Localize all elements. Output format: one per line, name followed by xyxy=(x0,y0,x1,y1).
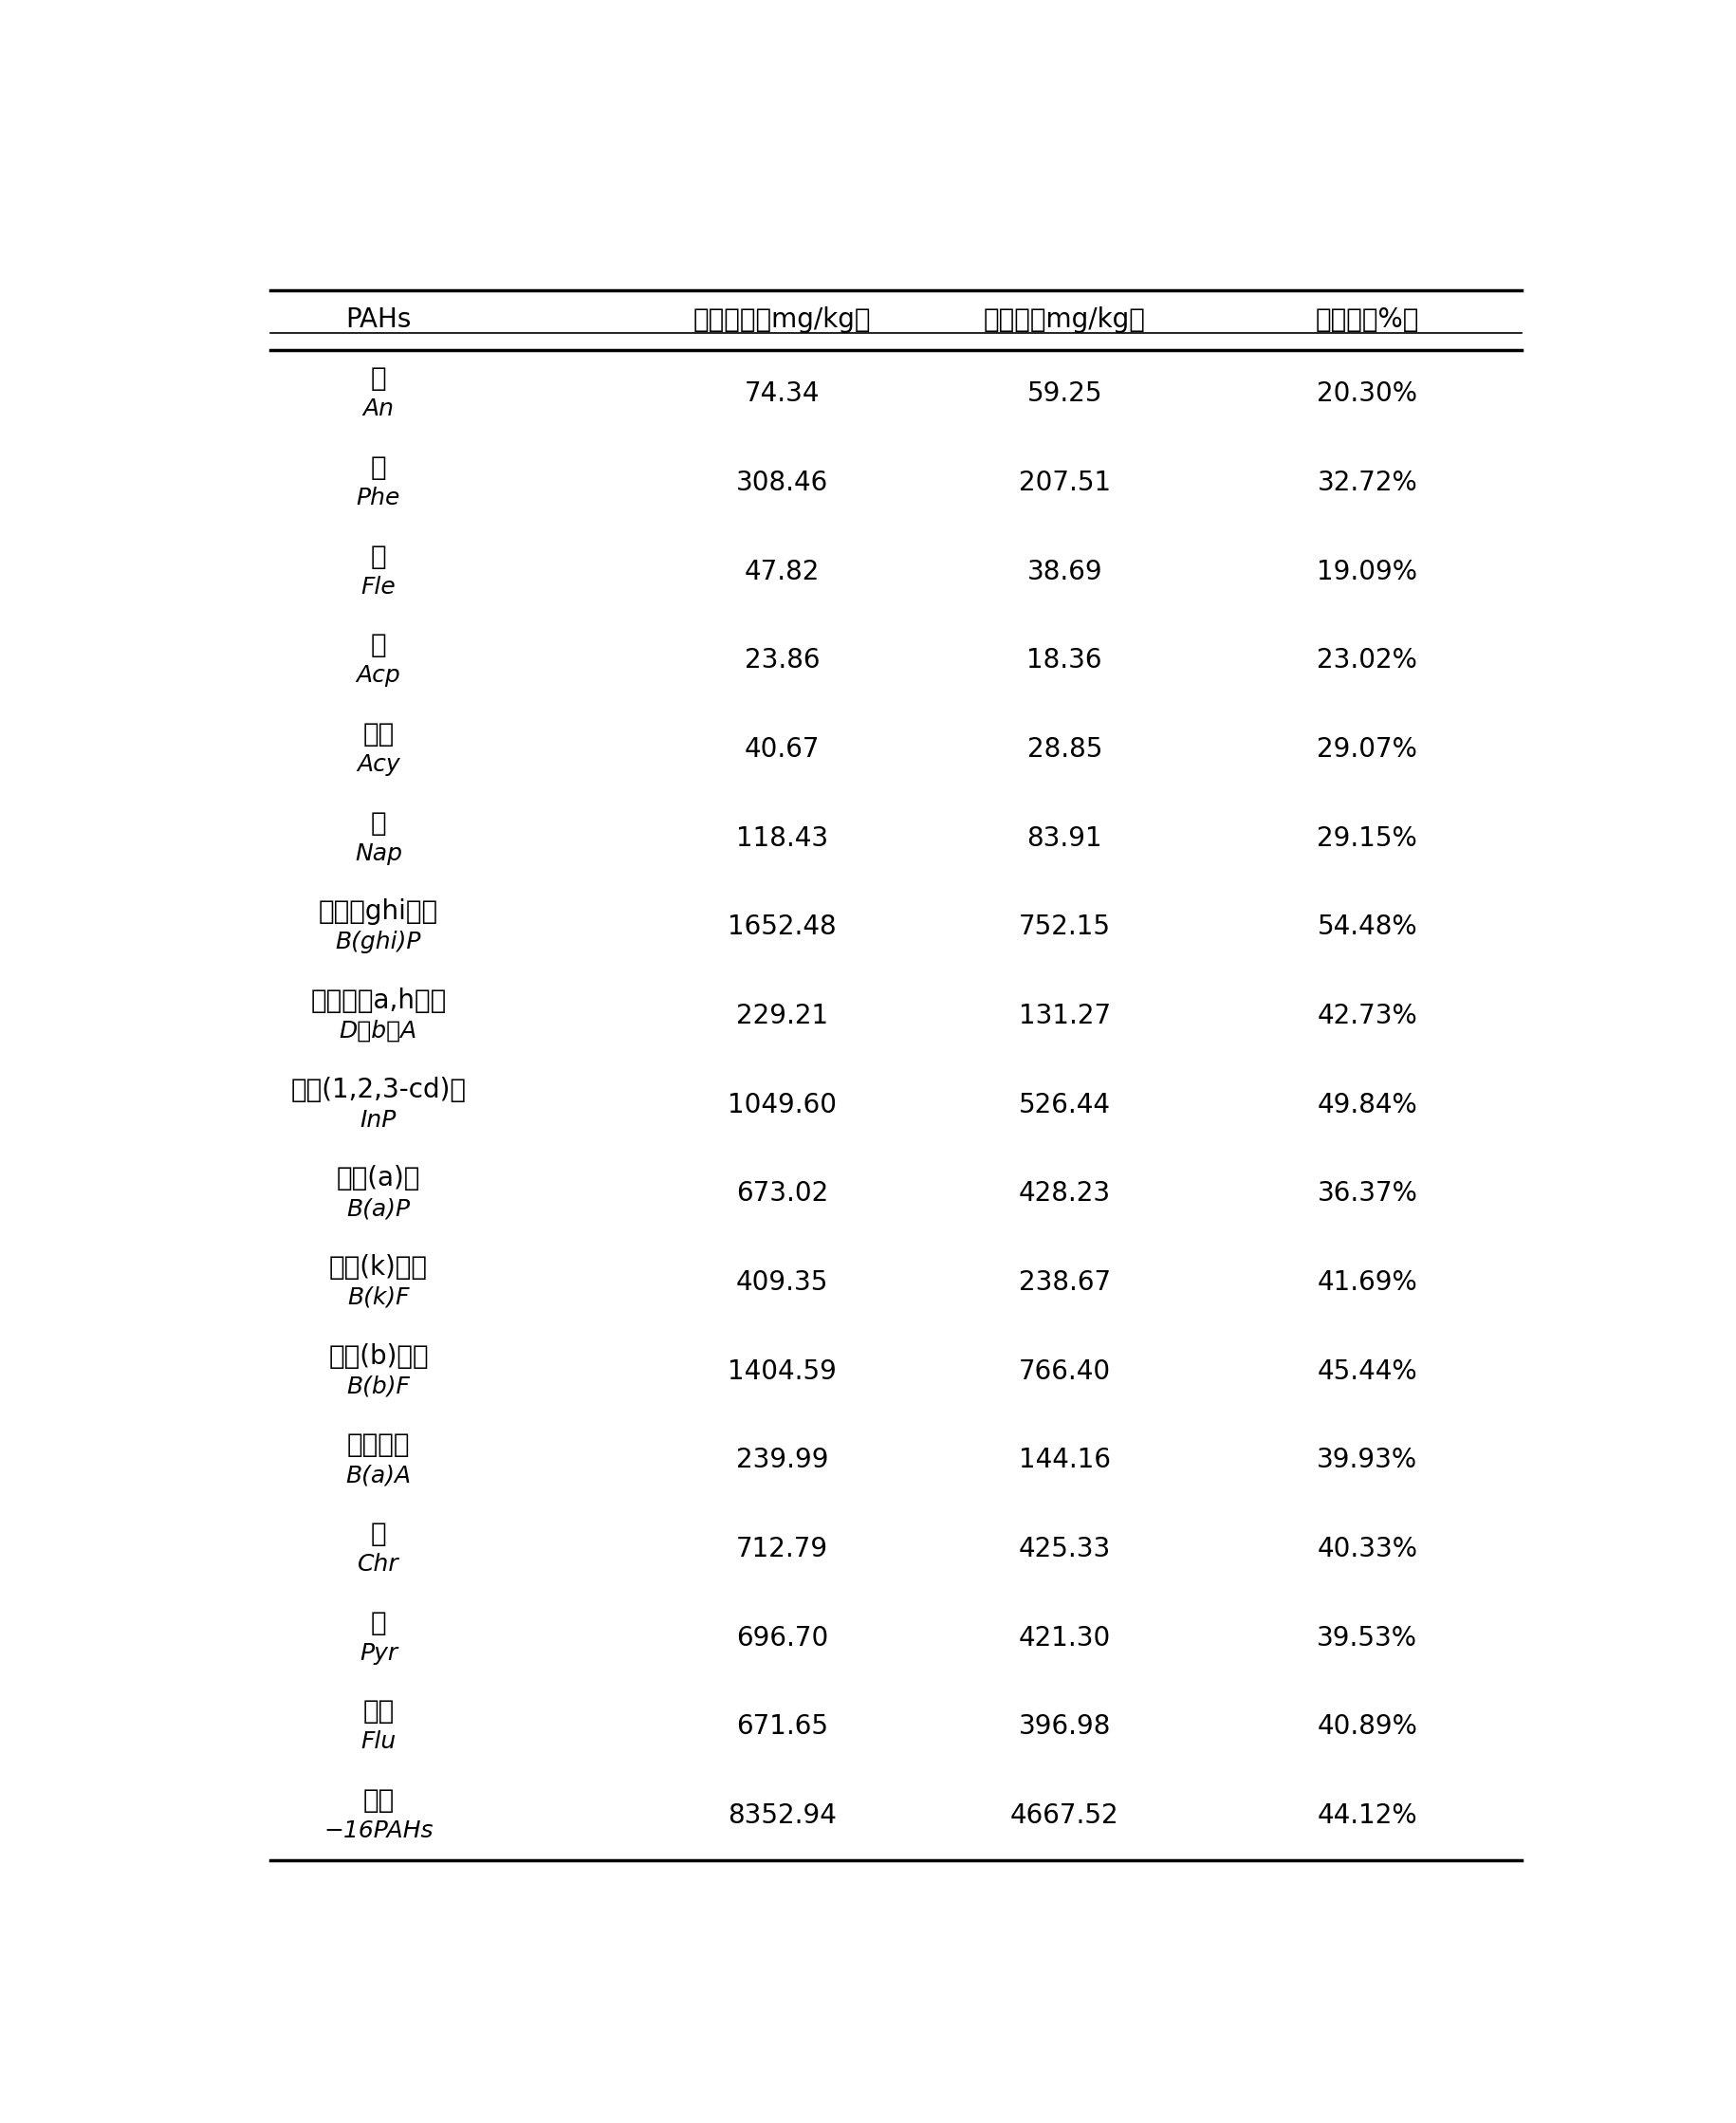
Text: 49.84%: 49.84% xyxy=(1318,1091,1418,1119)
Text: 83.91: 83.91 xyxy=(1026,826,1102,851)
Text: 终含量（mg/kg）: 终含量（mg/kg） xyxy=(984,308,1146,333)
Text: B(a)A: B(a)A xyxy=(345,1465,411,1486)
Text: 42.73%: 42.73% xyxy=(1318,1002,1418,1030)
Text: 20.30%: 20.30% xyxy=(1318,380,1418,408)
Text: 苯并药葛: 苯并药葛 xyxy=(347,1431,410,1459)
Text: 118.43: 118.43 xyxy=(736,826,828,851)
Text: 74.34: 74.34 xyxy=(745,380,819,408)
Text: 421.30: 421.30 xyxy=(1019,1624,1111,1652)
Text: 40.89%: 40.89% xyxy=(1318,1713,1418,1741)
Text: 47.82: 47.82 xyxy=(745,558,819,586)
Text: 39.53%: 39.53% xyxy=(1318,1624,1418,1652)
Text: 44.12%: 44.12% xyxy=(1318,1802,1417,1828)
Text: B(ghi)P: B(ghi)P xyxy=(335,930,422,953)
Text: 23.86: 23.86 xyxy=(745,648,819,673)
Text: 229.21: 229.21 xyxy=(736,1002,828,1030)
Text: 8352.94: 8352.94 xyxy=(727,1802,837,1828)
Text: Flu: Flu xyxy=(361,1730,396,1754)
Text: 673.02: 673.02 xyxy=(736,1180,828,1208)
Text: 41.69%: 41.69% xyxy=(1318,1270,1418,1295)
Text: 芸烯: 芸烯 xyxy=(363,722,394,747)
Text: 4667.52: 4667.52 xyxy=(1010,1802,1120,1828)
Text: Chr: Chr xyxy=(358,1552,399,1575)
Text: 59.25: 59.25 xyxy=(1028,380,1102,408)
Text: 初始含量（mg/kg）: 初始含量（mg/kg） xyxy=(693,308,871,333)
Text: 425.33: 425.33 xyxy=(1019,1535,1111,1563)
Text: 苯并（ghi）莘: 苯并（ghi）莘 xyxy=(319,898,437,926)
Text: 菲: 菲 xyxy=(370,454,387,482)
Text: 19.09%: 19.09% xyxy=(1318,558,1418,586)
Text: 药葛: 药葛 xyxy=(363,1698,394,1726)
Text: −16PAHs: −16PAHs xyxy=(323,1819,434,1843)
Text: 39.93%: 39.93% xyxy=(1318,1448,1418,1473)
Text: 38.69: 38.69 xyxy=(1026,558,1102,586)
Text: An: An xyxy=(363,397,394,420)
Text: 29.07%: 29.07% xyxy=(1318,737,1418,762)
Text: 36.37%: 36.37% xyxy=(1318,1180,1418,1208)
Text: 苯并(b)药葛: 苯并(b)药葛 xyxy=(328,1344,429,1369)
Text: 696.70: 696.70 xyxy=(736,1624,828,1652)
Text: B(k)F: B(k)F xyxy=(347,1287,410,1310)
Text: 396.98: 396.98 xyxy=(1019,1713,1111,1741)
Text: 苯并(k)药葛: 苯并(k)药葛 xyxy=(330,1255,427,1280)
Text: 23.02%: 23.02% xyxy=(1318,648,1418,673)
Text: 28.85: 28.85 xyxy=(1028,737,1102,762)
Text: 526.44: 526.44 xyxy=(1019,1091,1111,1119)
Text: 712.79: 712.79 xyxy=(736,1535,828,1563)
Text: 1049.60: 1049.60 xyxy=(727,1091,837,1119)
Text: 1652.48: 1652.48 xyxy=(727,913,837,940)
Text: 207.51: 207.51 xyxy=(1019,469,1111,497)
Text: 45.44%: 45.44% xyxy=(1318,1359,1417,1384)
Text: 32.72%: 32.72% xyxy=(1318,469,1418,497)
Text: 屈: 屈 xyxy=(370,1520,387,1548)
Text: 239.99: 239.99 xyxy=(736,1448,828,1473)
Text: 671.65: 671.65 xyxy=(736,1713,828,1741)
Text: 766.40: 766.40 xyxy=(1019,1359,1111,1384)
Text: 舊并(1,2,3-cd)莘: 舊并(1,2,3-cd)莘 xyxy=(290,1076,467,1104)
Text: 144.16: 144.16 xyxy=(1019,1448,1111,1473)
Text: 葛: 葛 xyxy=(370,365,387,393)
Text: PAHs: PAHs xyxy=(345,308,411,333)
Text: 131.27: 131.27 xyxy=(1019,1002,1111,1030)
Text: B(b)F: B(b)F xyxy=(347,1376,410,1397)
Text: 752.15: 752.15 xyxy=(1019,913,1111,940)
Text: 54.48%: 54.48% xyxy=(1318,913,1417,940)
Text: Fle: Fle xyxy=(361,575,396,599)
Text: 40.33%: 40.33% xyxy=(1318,1535,1418,1563)
Text: 18.36: 18.36 xyxy=(1028,648,1102,673)
Text: 1404.59: 1404.59 xyxy=(727,1359,837,1384)
Text: B(a)P: B(a)P xyxy=(347,1197,410,1221)
Text: 29.15%: 29.15% xyxy=(1318,826,1418,851)
Text: Pyr: Pyr xyxy=(359,1641,398,1664)
Text: 238.67: 238.67 xyxy=(1019,1270,1111,1295)
Text: D（b）A: D（b）A xyxy=(340,1019,417,1042)
Text: Nap: Nap xyxy=(354,843,403,864)
Text: 莘: 莘 xyxy=(370,543,387,569)
Text: Acy: Acy xyxy=(358,754,399,775)
Text: Phe: Phe xyxy=(356,486,401,510)
Text: 萄: 萄 xyxy=(370,809,387,836)
Text: 总量: 总量 xyxy=(363,1788,394,1813)
Text: 去除率（%）: 去除率（%） xyxy=(1316,308,1420,333)
Text: 芸: 芸 xyxy=(370,1609,387,1637)
Text: 芸: 芸 xyxy=(370,633,387,658)
Text: 409.35: 409.35 xyxy=(736,1270,828,1295)
Text: 苯并(a)莘: 苯并(a)莘 xyxy=(337,1166,420,1191)
Text: Acp: Acp xyxy=(356,664,401,688)
Text: InP: InP xyxy=(361,1108,396,1132)
Text: 428.23: 428.23 xyxy=(1019,1180,1111,1208)
Text: 二苯并（a,h）葛: 二苯并（a,h）葛 xyxy=(311,987,446,1015)
Text: 308.46: 308.46 xyxy=(736,469,828,497)
Text: 40.67: 40.67 xyxy=(745,737,819,762)
